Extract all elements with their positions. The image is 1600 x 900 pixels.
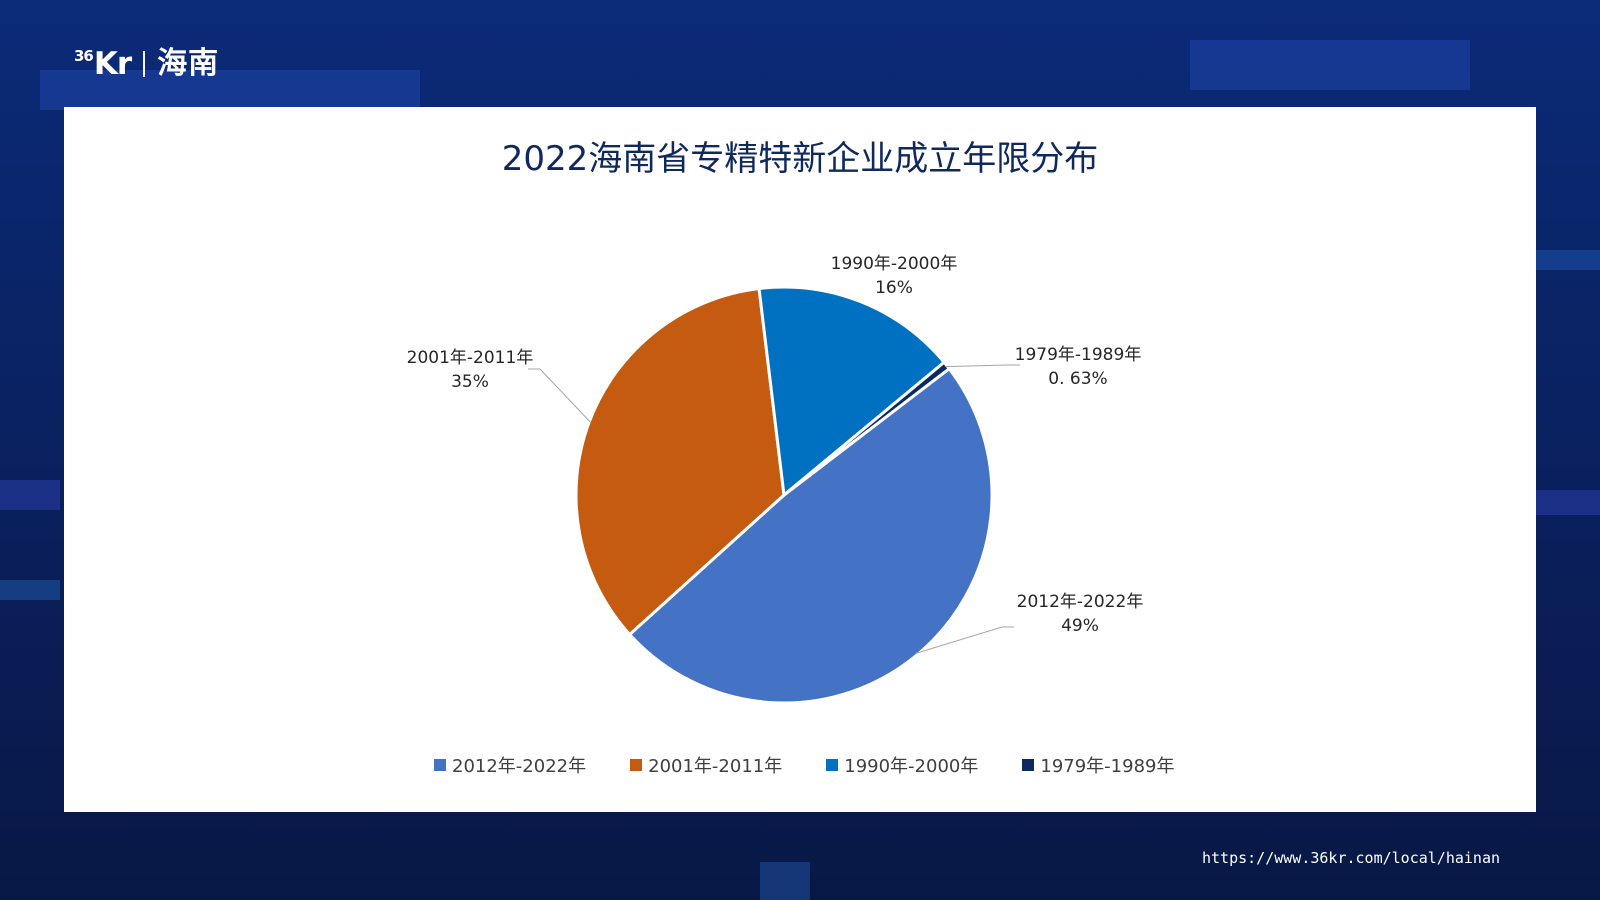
- chart-card: 2022海南省专精特新企业成立年限分布 2012年-2022年 49% 2001年-…: [64, 107, 1536, 812]
- chart-title: 2022海南省专精特新企业成立年限分布: [501, 139, 1099, 179]
- slice-label-2: 2001年-2011年: [407, 348, 534, 368]
- slice-label-1: 2012年-2022年: [1017, 592, 1144, 612]
- slice-value-2: 35%: [451, 372, 489, 392]
- slice-value-3: 16%: [875, 278, 913, 298]
- logo-divider: [143, 51, 146, 77]
- pie-slice-3: [757, 285, 947, 498]
- logo-mark: 36 Kr: [74, 45, 132, 82]
- legend-swatch: [434, 759, 446, 771]
- pie-slice-2: [574, 286, 786, 637]
- footer-url[interactable]: https://www.36kr.com/local/hainan: [1201, 849, 1500, 867]
- pie-chart: 2012年-2022年 49% 2001年-2011年 35% 1990年-2000年 1…: [407, 254, 1144, 705]
- logo-region: 海南: [157, 46, 220, 81]
- brand-logo: 36 Kr 海南: [74, 44, 219, 84]
- legend-label: 2012年-2022年: [452, 756, 587, 777]
- legend-item-4: 1979年-1989年: [1022, 752, 1175, 778]
- pie-slice-1: [627, 366, 994, 705]
- slice-label-3: 1990年-2000年: [831, 254, 958, 274]
- legend-label: 1990年-2000年: [844, 756, 979, 777]
- legend-item-3: 1990年-2000年: [826, 752, 978, 778]
- leader-line-2: [528, 368, 592, 424]
- slice-label-4: 1979年-1989年: [1015, 345, 1142, 365]
- legend-label: 1979年-1989年: [1040, 756, 1175, 777]
- slice-value-1: 49%: [1061, 616, 1099, 636]
- legend-item-2: 2001年-2011年: [630, 752, 782, 778]
- legend-swatch: [630, 759, 643, 771]
- leader-line-4: [945, 364, 1020, 368]
- pie-slice-4: [783, 360, 952, 497]
- chart-legend: 2012年-2022年 2001年-2011年 1990年-2000年 1979年-1…: [434, 752, 1175, 778]
- leader-line-1: [915, 626, 1014, 654]
- legend-swatch: [826, 759, 839, 771]
- legend-swatch: [1022, 759, 1035, 771]
- slice-value-4: 0. 63%: [1048, 369, 1107, 389]
- legend-label: 2001年-2011年: [648, 756, 783, 777]
- legend-item-1: 2012年-2022年: [434, 752, 586, 778]
